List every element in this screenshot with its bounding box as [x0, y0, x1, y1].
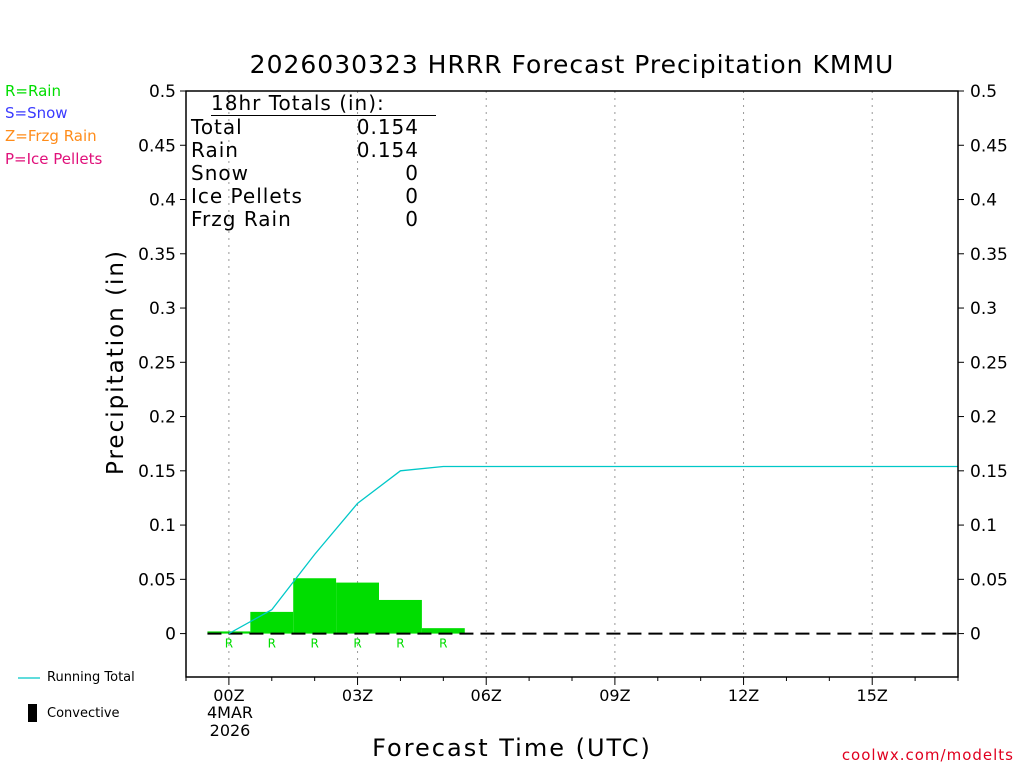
legend-ice-pellets: P=Ice Pellets: [5, 150, 103, 168]
totals-row-frzg-rain: Frzg Rain 0: [191, 208, 419, 231]
legend-running-total: Running Total: [47, 670, 135, 685]
y-tick-label-right: 0.5: [970, 82, 997, 102]
y-tick-label-right: 0.45: [970, 136, 1008, 156]
totals-value: 0.154: [356, 115, 419, 139]
y-tick-label-left: 0.15: [138, 462, 176, 482]
y-tick-label-right: 0: [970, 625, 981, 645]
y-tick-label-left: 0.45: [138, 136, 176, 156]
precip-type-marker: R: [268, 637, 276, 651]
precip-bar: [421, 628, 465, 634]
x-axis-label-text: Forecast Time (UTC): [372, 734, 652, 762]
y-tick-label-right: 0.35: [970, 245, 1008, 265]
ticks-layer: 0 00.05 0.050.1 0.10.15 0.150.2 0.20.25 0.250.…: [138, 82, 1008, 705]
legend-symbols: [18, 677, 40, 722]
x-tick-label: 09Z: [599, 686, 630, 705]
totals-value: 0: [405, 161, 419, 185]
x-tick-label: 06Z: [471, 686, 502, 705]
y-tick-label-left: 0.4: [149, 191, 176, 211]
totals-header: 18hr Totals (in):: [211, 92, 436, 116]
y-tick-label-left: 0: [165, 625, 176, 645]
y-tick-label-right: 0.05: [970, 570, 1008, 590]
precip-bar: [250, 611, 294, 634]
totals-box: 18hr Totals (in): Total 0.154 Rain 0.154 S…: [191, 92, 436, 231]
totals-row-total: Total 0.154: [191, 116, 419, 139]
precip-type-marker: R: [396, 637, 404, 651]
totals-value: 0: [405, 207, 419, 231]
date-label-year: 2026: [209, 721, 251, 740]
totals-row-snow: Snow 0: [191, 162, 419, 185]
legend-snow: S=Snow: [5, 104, 68, 122]
y-tick-label-left: 0.1: [149, 516, 176, 536]
precip-bar: [207, 631, 251, 634]
precip-type-marker: R: [439, 637, 447, 651]
date-label: 4MAR 2026: [207, 704, 253, 740]
y-tick-label-right: 0.25: [970, 353, 1008, 373]
y-tick-label-left: 0.35: [138, 245, 176, 265]
line-layer: [207, 465, 958, 635]
y-tick-label-right: 0.2: [970, 408, 997, 428]
totals-label: Snow: [191, 161, 249, 185]
precip-type-marker: R: [225, 637, 233, 651]
x-tick-label: 12Z: [728, 686, 759, 705]
precip-bar: [293, 578, 337, 634]
legend-convective: Convective: [47, 706, 120, 721]
precip-bar: [336, 582, 379, 634]
running-total-line: [228, 465, 958, 635]
chart-title: 2026030323 HRRR Forecast Precipitation K…: [249, 50, 895, 79]
y-tick-label-right: 0.3: [970, 299, 997, 319]
watermark: coolwx.com/modelts: [841, 746, 1014, 764]
legend-frzg-rain: Z=Frzg Rain: [5, 127, 97, 145]
y-tick-label-left: 0.2: [149, 408, 176, 428]
y-tick-label-right: 0.1: [970, 516, 997, 536]
legend-rain: R=Rain: [5, 82, 61, 100]
bars-layer: [207, 578, 465, 634]
totals-label: Rain: [191, 138, 239, 162]
precip-type-marker: R: [353, 637, 361, 651]
y-axis-label: Precipitation (in): [103, 249, 129, 475]
precip-type-marker: R: [310, 637, 318, 651]
totals-label: Ice Pellets: [191, 184, 303, 208]
y-tick-label-left: 0.3: [149, 299, 176, 319]
y-tick-label-left: 0.25: [138, 353, 176, 373]
totals-value: 0.154: [356, 138, 419, 162]
y-tick-label-left: 0.5: [149, 82, 176, 102]
totals-value: 0: [405, 184, 419, 208]
x-tick-label: 15Z: [857, 686, 888, 705]
precip-bar: [379, 599, 422, 634]
totals-label: Frzg Rain: [191, 207, 292, 231]
y-tick-label-right: 0.15: [970, 462, 1008, 482]
x-tick-label: 00Z: [213, 686, 244, 705]
totals-label: Total: [191, 115, 243, 139]
date-label-day: 4MAR: [206, 703, 254, 722]
totals-row-ice-pellets: Ice Pellets 0: [191, 185, 419, 208]
x-tick-label: 03Z: [342, 686, 373, 705]
y-tick-label-right: 0.4: [970, 191, 997, 211]
y-tick-label-left: 0.05: [138, 570, 176, 590]
totals-row-rain: Rain 0.154: [191, 139, 419, 162]
convective-legend-swatch: [28, 704, 37, 722]
